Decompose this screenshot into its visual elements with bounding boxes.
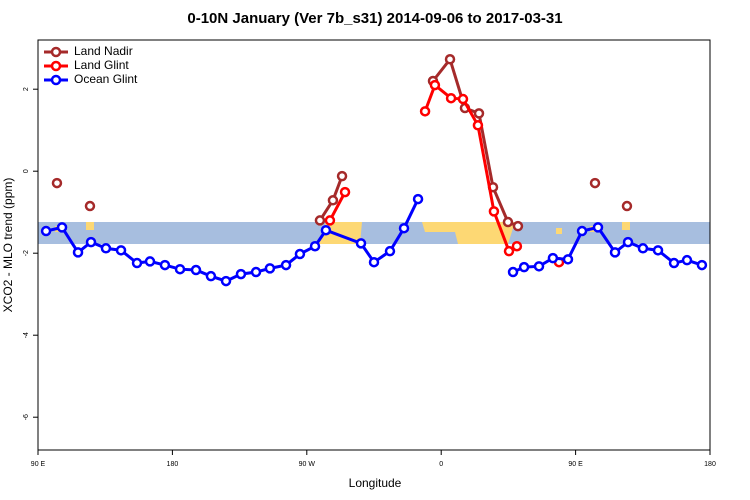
x-tick-label: 90 E <box>568 461 583 468</box>
chart-title: 0-10N January (Ver 7b_s31) 2014-09-06 to… <box>187 10 562 27</box>
data-point <box>314 215 326 226</box>
data-point <box>444 54 456 65</box>
data-point <box>85 236 97 248</box>
data-point <box>419 106 431 117</box>
data-point <box>159 259 171 271</box>
data-point <box>56 222 68 233</box>
data-point <box>100 243 112 254</box>
y-tick-label: 2 <box>23 87 30 91</box>
data-point <box>429 79 441 91</box>
y-tick-label: 0 <box>23 169 30 173</box>
data-point <box>190 264 202 276</box>
x-axis-label: Longitude <box>349 476 402 490</box>
data-point <box>205 270 217 282</box>
x-tick-label: 0 <box>439 461 443 468</box>
data-point <box>220 275 232 287</box>
data-point <box>144 256 156 267</box>
x-tick-label: 180 <box>167 461 179 468</box>
data-point <box>457 93 469 105</box>
data-point <box>131 257 143 269</box>
data-point <box>502 216 514 228</box>
x-tick-label: 180 <box>704 461 716 468</box>
data-point <box>339 186 351 198</box>
data-point <box>250 266 262 278</box>
data-point <box>681 254 693 266</box>
data-point <box>72 247 84 258</box>
data-point <box>609 247 621 258</box>
data-point <box>445 92 457 104</box>
data-point <box>84 200 96 212</box>
data-point <box>412 193 424 205</box>
data-point <box>368 256 380 268</box>
data-point <box>512 220 524 232</box>
x-tick-label: 90 W <box>299 461 316 468</box>
data-point <box>115 245 127 256</box>
data-point <box>280 259 292 271</box>
data-point <box>473 108 485 119</box>
data-point <box>562 254 574 265</box>
data-point <box>503 245 515 257</box>
data-point <box>576 225 588 237</box>
plot-frame <box>37 39 711 451</box>
data-point <box>668 257 680 269</box>
data-point <box>621 200 633 212</box>
data-point <box>327 195 339 206</box>
y-tick-label: -4 <box>23 332 30 338</box>
legend-marker <box>50 60 62 72</box>
data-point <box>533 261 545 272</box>
y-tick-label: -6 <box>23 414 30 420</box>
legend-marker <box>50 74 62 86</box>
data-point <box>472 120 484 131</box>
data-point <box>696 259 708 271</box>
data-point <box>511 240 523 252</box>
data-point <box>488 206 500 217</box>
series-line <box>431 56 519 228</box>
data-point <box>355 238 367 249</box>
data-point <box>336 170 348 182</box>
data-point <box>507 266 519 278</box>
data-point <box>637 243 649 254</box>
data-point <box>40 225 52 237</box>
x-tick-label: 90 E <box>31 461 46 468</box>
data-point <box>547 252 559 264</box>
y-axis-label: XCO2 - MLO trend (ppm) <box>1 178 15 313</box>
data-point <box>592 222 604 233</box>
data-point <box>235 268 247 280</box>
data-point <box>264 263 276 274</box>
data-point <box>384 245 396 257</box>
data-point <box>652 245 664 256</box>
data-point <box>320 224 332 236</box>
legend-label: Land Glint <box>74 58 129 72</box>
data-point <box>622 236 634 248</box>
data-point <box>398 222 410 234</box>
data-point <box>174 263 186 275</box>
data-point <box>309 240 321 252</box>
data-point <box>294 248 306 260</box>
legend-marker <box>50 46 62 58</box>
data-point <box>518 261 530 273</box>
data-point <box>589 177 601 189</box>
map-strip <box>38 222 710 244</box>
series-line <box>328 191 347 222</box>
y-tick-label: -2 <box>23 250 30 256</box>
legend-label: Ocean Glint <box>74 72 138 86</box>
data-point <box>324 215 336 226</box>
legend-label: Land Nadir <box>74 44 133 58</box>
data-point <box>51 177 63 189</box>
